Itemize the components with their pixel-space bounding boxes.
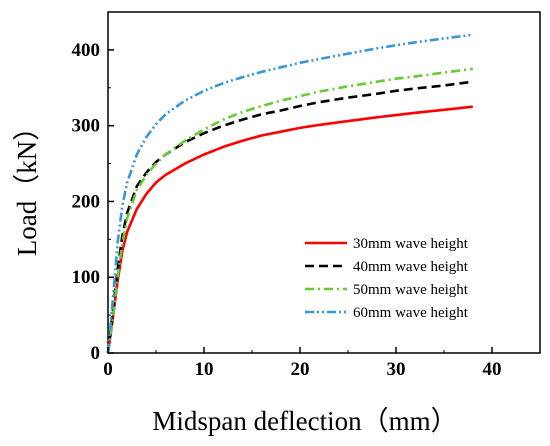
y-tick-label: 200 <box>72 191 101 212</box>
legend-label-2: 40mm wave height <box>353 259 469 275</box>
series-line-4 <box>106 33 473 354</box>
series-line-3 <box>106 67 473 354</box>
x-tick-label: 0 <box>103 359 113 380</box>
y-tick-label: 100 <box>72 267 101 288</box>
plot-area-frame <box>107 11 541 354</box>
legend-label-3: 50mm wave height <box>353 282 469 298</box>
y-axis-title: Load（kN） <box>12 114 42 256</box>
series-line-1 <box>106 105 473 354</box>
legend-label-4: 60mm wave height <box>353 305 469 321</box>
x-tick-label: 30 <box>387 359 406 380</box>
legend-label-1: 30mm wave height <box>353 236 469 252</box>
x-axis-title: Midspan deflection（mm） <box>152 406 457 436</box>
y-tick-label: 400 <box>72 40 101 61</box>
y-tick-label: 0 <box>91 343 101 364</box>
y-tick-label: 300 <box>72 116 101 137</box>
x-tick-label: 10 <box>195 359 214 380</box>
x-tick-label: 20 <box>291 359 310 380</box>
x-tick-label: 40 <box>483 359 502 380</box>
